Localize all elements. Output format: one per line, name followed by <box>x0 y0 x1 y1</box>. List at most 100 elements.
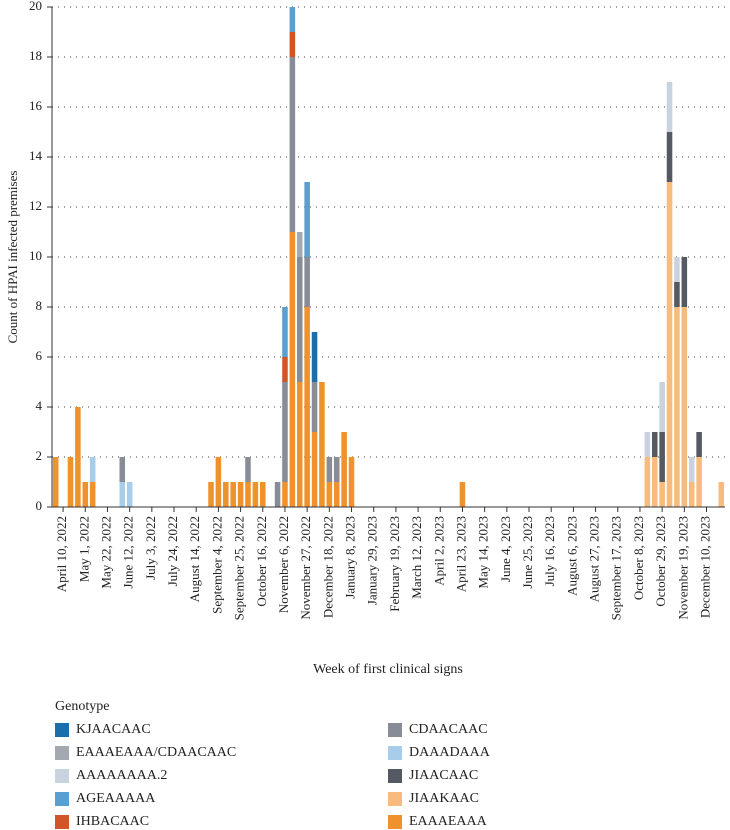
x-tick-label: April 10, 2022 <box>54 516 69 592</box>
bar-segment <box>215 457 222 507</box>
bar-segment <box>75 407 81 507</box>
bar-segment <box>289 232 296 507</box>
bar-segment <box>245 457 251 482</box>
x-tick-label: May 22, 2022 <box>98 516 113 589</box>
x-tick-label: January 8, 2023 <box>343 516 358 599</box>
bar-segment <box>666 132 673 182</box>
y-tick-label: 12 <box>29 198 42 213</box>
bar-segment <box>659 432 665 482</box>
bar-segment <box>696 457 702 507</box>
x-tick-label: September 25, 2022 <box>232 516 247 620</box>
bar-segment <box>296 232 303 257</box>
bar-segment <box>326 482 333 507</box>
bar-segment <box>304 257 310 307</box>
bar-segment <box>126 482 133 507</box>
y-tick-label: 4 <box>36 398 43 413</box>
bar-segment <box>348 457 355 507</box>
x-tick-label: July 24, 2022 <box>165 516 180 586</box>
x-tick-label: January 29, 2023 <box>365 516 380 605</box>
x-tick-label: August 27, 2023 <box>587 516 602 602</box>
legend-swatch <box>55 792 69 806</box>
bar-segment <box>304 182 310 257</box>
bar-segment <box>89 482 96 507</box>
bar-segment <box>260 482 266 507</box>
bar-segment <box>718 482 725 507</box>
legend-label: CDAACAAC <box>409 722 488 737</box>
bar-segment <box>282 382 288 482</box>
x-tick-label: June 12, 2022 <box>121 516 136 589</box>
x-tick-label: November 27, 2022 <box>298 516 313 620</box>
legend-label: EAAAEAAA <box>409 814 488 829</box>
legend-swatch <box>388 769 402 783</box>
bar-segment <box>688 482 695 507</box>
x-tick-label: February 19, 2023 <box>387 516 402 612</box>
x-axis-title: Week of first clinical signs <box>313 662 463 677</box>
bar-segment <box>82 482 89 507</box>
bar-segment <box>304 307 310 507</box>
bar-segment <box>666 182 673 507</box>
bar-segment <box>666 82 673 132</box>
y-tick-label: 16 <box>29 98 43 113</box>
y-axis-title: Count of HPAI infected premises <box>5 171 20 344</box>
x-tick-label: August 6, 2023 <box>564 516 579 596</box>
bar-segment <box>289 32 296 57</box>
legend-swatch <box>55 746 69 760</box>
x-tick-label: December 18, 2022 <box>320 516 335 618</box>
bar-segment <box>89 457 96 482</box>
legend-swatch <box>388 746 402 760</box>
bar-segment <box>311 332 318 382</box>
x-tick-label: July 16, 2023 <box>542 516 557 586</box>
x-tick-label: May 14, 2023 <box>476 516 491 589</box>
bar-segment <box>245 482 251 507</box>
x-tick-label: August 14, 2022 <box>187 516 202 602</box>
bar-segment <box>289 7 296 32</box>
bar-segment <box>119 457 126 482</box>
legend-label: DAAADAAA <box>409 745 491 760</box>
bar-segment <box>459 482 466 507</box>
x-tick-label: October 29, 2023 <box>653 516 668 607</box>
x-tick-label: November 6, 2022 <box>276 516 291 613</box>
legend-swatch <box>388 792 402 806</box>
bar-segment <box>696 432 702 457</box>
x-tick-label: September 4, 2022 <box>209 516 224 614</box>
x-tick-label: April 2, 2023 <box>431 516 446 586</box>
bar-segment <box>52 457 59 507</box>
bar-segment <box>237 482 244 507</box>
legend-label: KJAACAAC <box>76 722 151 737</box>
y-tick-label: 2 <box>36 448 43 463</box>
bar-segment <box>651 432 658 457</box>
legend-label: JIAACAAC <box>409 768 478 783</box>
legend-swatch <box>55 815 69 829</box>
y-tick-label: 10 <box>29 248 42 263</box>
bar-segment <box>644 432 651 457</box>
legend-swatch <box>55 723 69 737</box>
bar-segment <box>230 482 236 507</box>
legend-label: AGEAAAAA <box>76 791 156 806</box>
bar-segment <box>119 482 126 507</box>
bar-segment <box>252 482 259 507</box>
bar-segment <box>659 382 665 432</box>
y-tick-label: 14 <box>29 148 43 163</box>
x-tick-label: November 19, 2023 <box>675 516 690 620</box>
bar-segment <box>296 382 303 507</box>
x-tick-label: September 17, 2023 <box>609 516 624 620</box>
y-tick-label: 0 <box>36 498 43 513</box>
legend-label: EAAAEAAA/CDAACAAC <box>76 745 236 760</box>
x-tick-label: May 1, 2022 <box>76 516 91 582</box>
legend-swatch <box>388 815 402 829</box>
bar-segment <box>341 432 347 507</box>
bar-segment <box>282 307 288 357</box>
bar-segment <box>644 457 651 507</box>
bar-segment <box>674 257 680 282</box>
bar-segment <box>326 457 333 482</box>
bar-segment <box>282 357 288 382</box>
legend-title: Genotype <box>55 699 109 714</box>
x-tick-label: March 12, 2023 <box>409 516 424 599</box>
y-tick-label: 20 <box>29 0 42 13</box>
legend-swatch <box>55 769 69 783</box>
x-tick-label: July 3, 2022 <box>143 516 158 580</box>
x-tick-label: October 16, 2022 <box>254 516 269 607</box>
bar-segment <box>223 482 229 507</box>
bar-segment <box>319 382 325 507</box>
y-tick-label: 8 <box>36 298 43 313</box>
